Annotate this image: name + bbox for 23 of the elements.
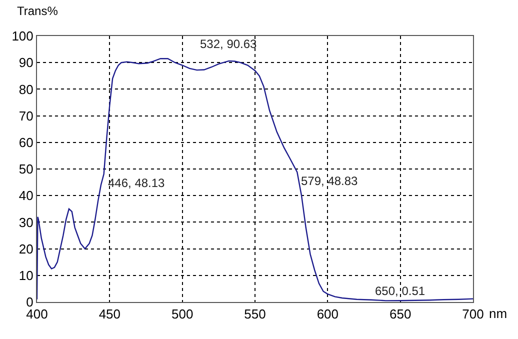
x-tick-label: 500 xyxy=(171,306,194,322)
line-series xyxy=(37,58,473,302)
x-tick-label: 600 xyxy=(316,306,339,322)
x-axis-title: nm xyxy=(489,306,508,321)
x-tick-label: 550 xyxy=(244,306,266,322)
x-tick-label: 450 xyxy=(98,306,121,322)
y-tick-label: 80 xyxy=(18,82,34,97)
y-tick-label: 70 xyxy=(18,108,34,124)
y-tick-label: 30 xyxy=(18,214,34,230)
y-axis-title: Trans% xyxy=(17,4,58,18)
y-tick-label: 50 xyxy=(18,162,34,177)
annotation: 446, 48.13 xyxy=(108,176,166,190)
annotation: 532, 90.63 xyxy=(200,37,258,51)
y-tick-label: 60 xyxy=(18,134,34,150)
x-tick-label: 650 xyxy=(389,306,412,322)
y-tick-label: 40 xyxy=(18,188,34,204)
y-tick-label: 90 xyxy=(18,55,34,70)
y-tick-label: 10 xyxy=(18,268,34,283)
annotation: 650, 0.51 xyxy=(375,284,426,298)
x-tick-label: 700 xyxy=(462,306,484,322)
annotation: 579, 48.83 xyxy=(301,174,358,188)
y-tick-label: 100 xyxy=(12,28,34,44)
y-tick-label: 20 xyxy=(18,241,34,256)
